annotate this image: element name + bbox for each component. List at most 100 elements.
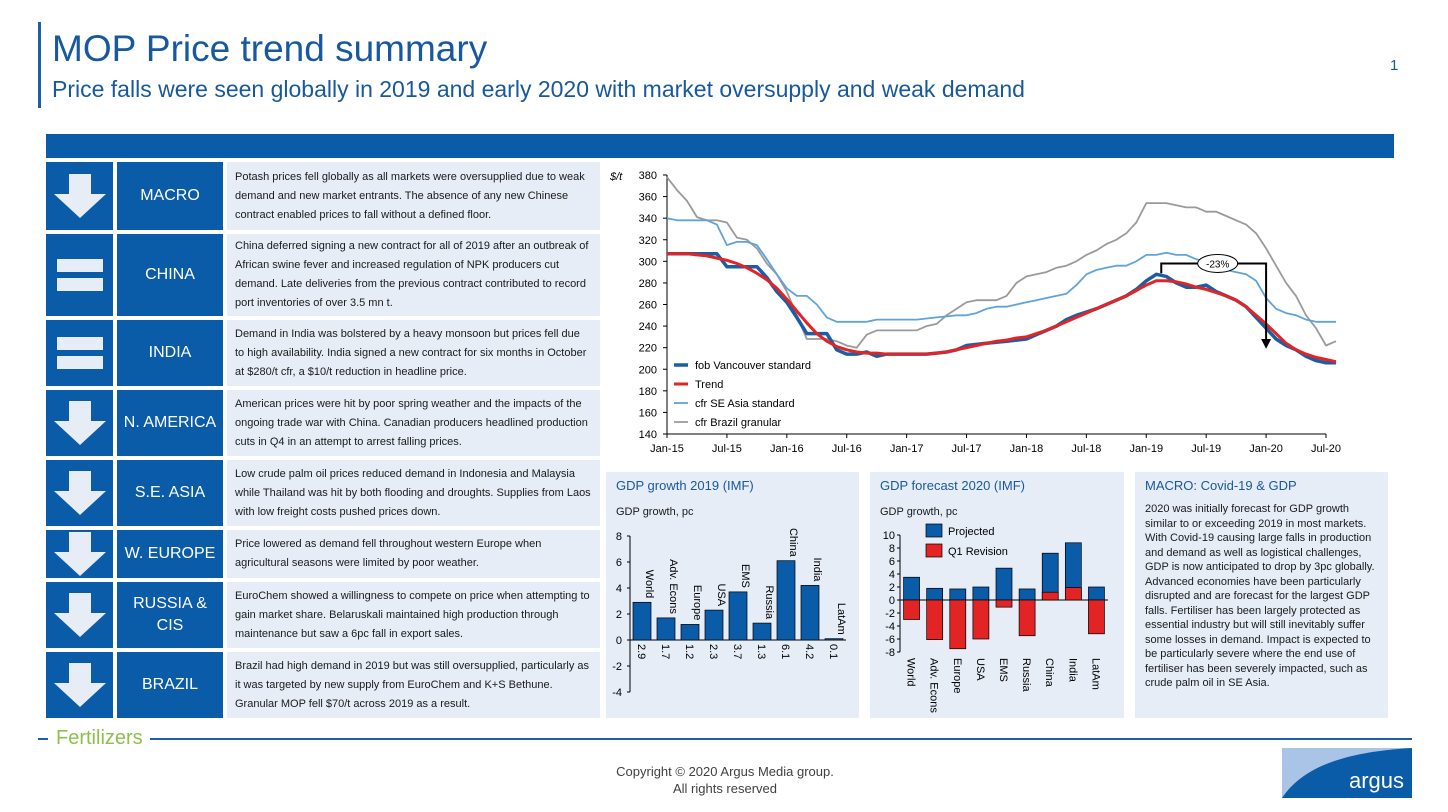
annotation-arrowhead [1261,339,1272,349]
y-tick-label: -6 [885,634,895,646]
y-tick-label: 6 [889,556,895,568]
y-tick-label: 360 [639,192,657,204]
region-label: W. EUROPE [117,530,223,578]
region-description: EuroChem showed a willingness to compete… [227,582,600,648]
category-label: World [905,658,917,687]
region-label: N. AMERICA [117,390,223,456]
region-label: S.E. ASIA [117,460,223,526]
bar-q1-revision [972,599,990,640]
x-tick-label: Jan-15 [650,443,684,455]
page-title: MOP Price trend summary [52,28,488,69]
legend-label: Projected [948,526,994,538]
down-arrow-icon [53,174,106,218]
trend-indicator [46,162,113,230]
category-label: Adv. Econs [928,658,940,713]
category-label: USA [974,658,986,681]
region-description: China deferred signing a new contract fo… [227,234,600,316]
data-label: 6.1 [779,644,791,659]
down-arrow-icon [53,471,106,515]
y-tick-label: 8 [889,543,895,555]
bar-projected [995,567,1013,601]
bar [728,591,748,641]
bar [680,624,700,641]
data-label: 3.7 [731,644,743,659]
y-tick-label: -2 [885,608,895,620]
annotation-bubble [1197,253,1239,273]
category-label: China [787,528,799,558]
y-tick-label: 380 [639,170,657,182]
region-label: CHINA [117,234,223,316]
header-band [46,134,1394,158]
bar-projected [1088,586,1105,601]
bar [752,622,772,641]
x-tick-label: Jul-20 [1311,443,1341,455]
copyright-line1: Copyright © 2020 Argus Media group. [616,764,834,779]
legend-label: Trend [695,379,723,391]
trend-indicator [46,582,113,648]
footer-rule [150,738,1412,740]
down-arrow-icon [53,593,106,637]
y-tick-label: 200 [639,364,657,376]
y-tick-label: 140 [639,429,657,441]
y-tick-label: -4 [885,621,895,633]
y-tick-label: 340 [639,213,657,225]
category-label: Russia [763,585,775,620]
gdp-2020-ylabel: GDP growth, pc [880,506,958,518]
bar-q1-revision [949,599,967,650]
series-line-fob-vancouver-standard [667,252,1336,365]
data-label: 0.1 [827,644,839,659]
title-accent-bar [38,22,41,108]
bar [800,585,820,641]
region-description: Demand in India was bolstered by a heavy… [227,320,600,386]
trend-indicator [46,320,113,386]
region-description: Brazil had high demand in 2019 but was s… [227,652,600,718]
gdp-2020-panel: GDP forecast 2020 (IMF) GDP growth, pc -… [870,472,1124,718]
y-tick-label: 220 [639,343,657,355]
bar-q1-revision [1064,587,1082,601]
gdp-2019-chart: -4 -2 0 2 4 6 8 2.9 World 1.7 Adv. Econs 1.2 Europe 2… [612,528,847,699]
bar-projected [903,576,920,601]
down-arrow-icon [53,663,106,707]
category-label: India [1066,658,1078,683]
category-label: Europe [951,658,963,693]
x-tick-label: Jul-17 [952,443,982,455]
category-label: India [811,558,823,583]
y-tick-label: -2 [612,661,622,673]
category-label: Europe [691,585,703,620]
mop-price-line-chart: $/t 140 160 180 200 220 240 260 280 300 320 340 360 3… [609,170,1341,455]
y-tick-label: 6 [616,557,622,569]
data-label: 1.7 [659,644,671,659]
category-label: USA [715,583,727,606]
argus-logo[interactable]: argus [1282,748,1412,798]
macro-covid-text: 2020 was initially forecast for GDP grow… [1145,503,1375,689]
x-tick-label: Jan-16 [770,443,804,455]
x-tick-label: Jan-17 [890,443,924,455]
logo-text: argus [1349,768,1404,793]
trend-indicator [46,530,113,578]
page-subtitle: Price falls were seen globally in 2019 a… [52,76,1025,102]
x-tick-label: Jan-20 [1249,443,1283,455]
region-description: Low crude palm oil prices reduced demand… [227,460,600,526]
x-tick-label: Jul-15 [712,443,742,455]
y-tick-label: 0 [616,635,622,647]
copyright-line2: All rights reserved [672,781,778,796]
footer-rule-left [38,738,48,740]
y-tick-label: 2 [889,582,895,594]
y-tick-label: 4 [616,583,622,595]
x-tick-label: Jul-16 [832,443,862,455]
region-row: W. EUROPE Price lowered as demand fell th… [46,530,600,578]
x-tick-label: Jan-19 [1129,443,1163,455]
y-tick-label: 160 [639,407,657,419]
macro-covid-panel: MACRO: Covid-19 & GDP 2020 was initially… [1135,472,1388,718]
legend-label: fob Vancouver standard [695,360,811,372]
region-label: INDIA [117,320,223,386]
y-tick-label: 0 [889,595,895,607]
bar-projected [972,586,990,601]
category-label: EMS [739,564,751,588]
region-row: BRAZIL Brazil had high demand in 2019 but… [46,652,600,718]
trend-indicator [46,390,113,456]
category-label: World [643,570,655,599]
y-tick-label: 10 [883,530,895,542]
annotation-bracket [1160,262,1268,344]
annotation-label: -23% [1206,259,1229,270]
